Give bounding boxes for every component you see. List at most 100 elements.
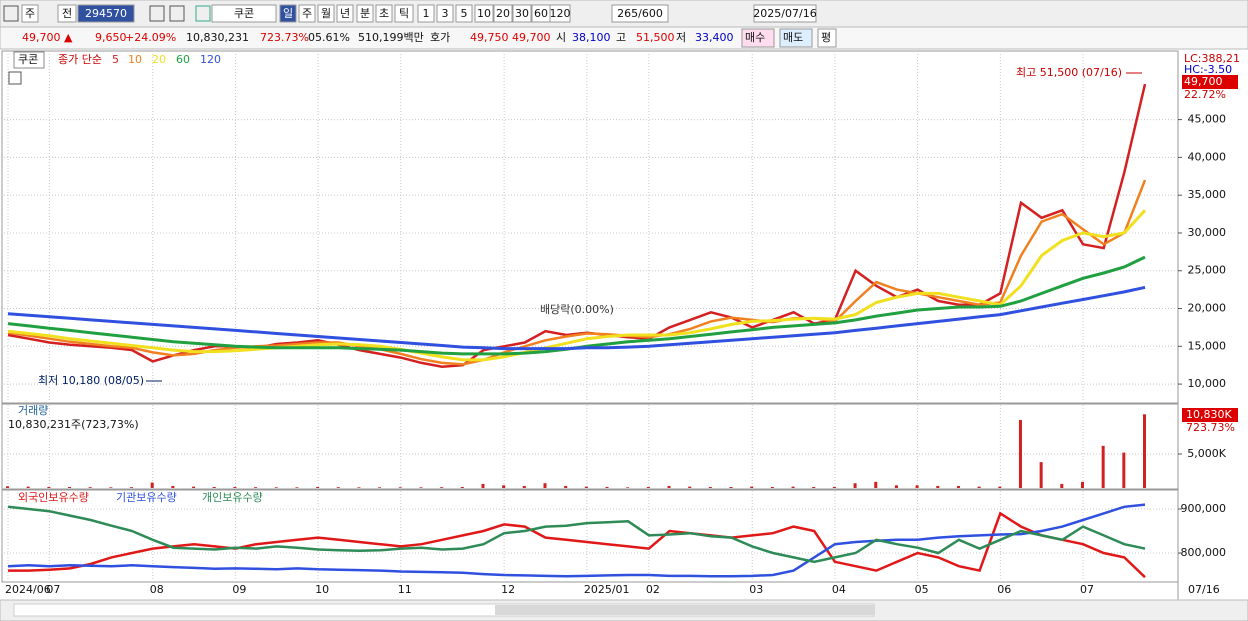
toolbar-label[interactable]: 294570	[85, 7, 127, 20]
info-button-label[interactable]: 매수	[745, 31, 765, 44]
volume-bar	[274, 487, 278, 488]
volume-bar	[47, 486, 51, 488]
volume-bar	[68, 486, 72, 488]
info-button-label[interactable]: 매도	[783, 31, 803, 44]
toolbar-label[interactable]: 20	[496, 7, 510, 20]
toolbar-button[interactable]	[436, 4, 454, 23]
toolbar-label[interactable]: 5	[461, 7, 468, 20]
volume-bar	[1060, 483, 1064, 488]
info-button[interactable]	[741, 28, 775, 48]
toolbar-button[interactable]	[455, 4, 473, 23]
toolbar-label[interactable]: 일	[283, 6, 293, 20]
toolbar-label[interactable]: 3	[442, 7, 449, 20]
ma-line	[7, 505, 1146, 564]
toolbar-label[interactable]: 60	[534, 7, 548, 20]
volume-bar	[894, 485, 898, 488]
info-button-label[interactable]: 평	[821, 31, 831, 44]
right-label: LC:388,21	[1184, 52, 1240, 65]
toolbar-button[interactable]	[21, 4, 39, 23]
volume-bar	[26, 486, 30, 488]
toolbar-label[interactable]: 년	[340, 7, 350, 20]
toolbar-label[interactable]: 월	[321, 7, 331, 20]
info-button[interactable]	[779, 28, 813, 48]
toolbar-icon[interactable]	[195, 5, 211, 22]
x-tick-label: 03	[749, 583, 763, 596]
toolbar-button[interactable]	[549, 4, 571, 23]
title-box	[13, 51, 45, 69]
toolbar-button[interactable]	[753, 4, 817, 23]
volume-bar	[729, 486, 733, 488]
x-tick-label: 08	[150, 583, 164, 596]
toolbar-label[interactable]: 265/600	[617, 7, 663, 20]
toolbar-label[interactable]: 주	[25, 7, 35, 20]
volume-bar	[977, 486, 981, 488]
toolbar-button[interactable]	[493, 4, 513, 23]
toolbar-icon[interactable]	[149, 5, 165, 22]
toolbar-label[interactable]: 초	[379, 7, 389, 20]
toolbar-label[interactable]: 1	[423, 7, 430, 20]
toolbar-label[interactable]: 주	[302, 7, 312, 20]
toolbar-button[interactable]	[417, 4, 435, 23]
volume-bar	[440, 487, 444, 488]
toolbar-button[interactable]	[474, 4, 494, 23]
toolbar-label[interactable]: 분	[360, 7, 370, 20]
right-label: HC:-3.50	[1184, 63, 1232, 76]
toolbar-label[interactable]: 틱	[399, 7, 409, 20]
volume-bar	[1018, 419, 1022, 488]
right-label: 49,700	[1184, 75, 1223, 88]
toolbar-icon[interactable]	[3, 5, 19, 22]
scroll-thumb[interactable]	[495, 605, 875, 615]
volume-bar	[336, 487, 340, 488]
toolbar-button[interactable]	[611, 4, 669, 23]
annotation: 최고 51,500 (07/16)	[1016, 66, 1122, 79]
info-value: 510,199백만	[358, 31, 424, 44]
volume-bar	[543, 483, 547, 488]
y-tick-label: 10,000	[1188, 377, 1227, 390]
volume-bar	[171, 485, 175, 488]
toolbar-button[interactable]	[317, 4, 335, 23]
toolbar-label[interactable]: 120	[550, 7, 571, 20]
annotation: 배당락(0.00%)	[540, 303, 614, 316]
y-tick-label: 5,000K	[1187, 447, 1226, 460]
settings-icon[interactable]	[8, 71, 22, 85]
toolbar-button[interactable]	[375, 4, 393, 23]
toolbar-button[interactable]	[512, 4, 532, 23]
ma-line	[8, 511, 1146, 579]
toolbar-icon[interactable]	[169, 5, 185, 22]
toolbar-button[interactable]	[298, 4, 316, 23]
info-value: 723.73%	[260, 31, 309, 44]
volume-bar	[832, 486, 836, 488]
y-tick-label: 35,000	[1188, 188, 1227, 201]
info-value: 저	[676, 31, 686, 44]
toolbar-label[interactable]: 2025/07/16	[753, 7, 816, 20]
info-value: 33,400	[695, 31, 734, 44]
volume-bar	[502, 485, 506, 488]
toolbar-label[interactable]: 쿠콘	[234, 7, 254, 20]
legend-entry: 120	[200, 53, 221, 66]
legend-entry: 10	[128, 53, 142, 66]
legend-entry: 기관보유수량	[116, 491, 177, 504]
toolbar-button[interactable]	[77, 4, 135, 23]
x-tick-label: 10	[315, 583, 329, 596]
toolbar-button[interactable]	[394, 4, 414, 23]
volume-bar	[192, 486, 196, 488]
info-button[interactable]	[817, 28, 837, 48]
toolbar-label[interactable]: 10	[477, 7, 491, 20]
toolbar-button[interactable]	[336, 4, 354, 23]
legend-entry: 개인보유수량	[202, 491, 263, 504]
toolbar-label[interactable]: 30	[515, 7, 529, 20]
x-tick-label: 09	[232, 583, 246, 596]
toolbar-button[interactable]	[211, 4, 277, 23]
toolbar-button[interactable]	[279, 4, 297, 23]
toolbar-button[interactable]	[57, 4, 77, 23]
right-label: 10,830K	[1186, 408, 1232, 421]
volume-bar	[316, 486, 320, 488]
panel-subtitle: 10,830,231주(723,73%)	[8, 418, 139, 431]
info-value: 49,700 ▲	[22, 31, 73, 44]
toolbar-label[interactable]: 전	[62, 7, 72, 20]
legend-entry: 5	[112, 53, 119, 66]
toolbar-button[interactable]	[356, 4, 374, 23]
volume-bar	[6, 486, 9, 488]
